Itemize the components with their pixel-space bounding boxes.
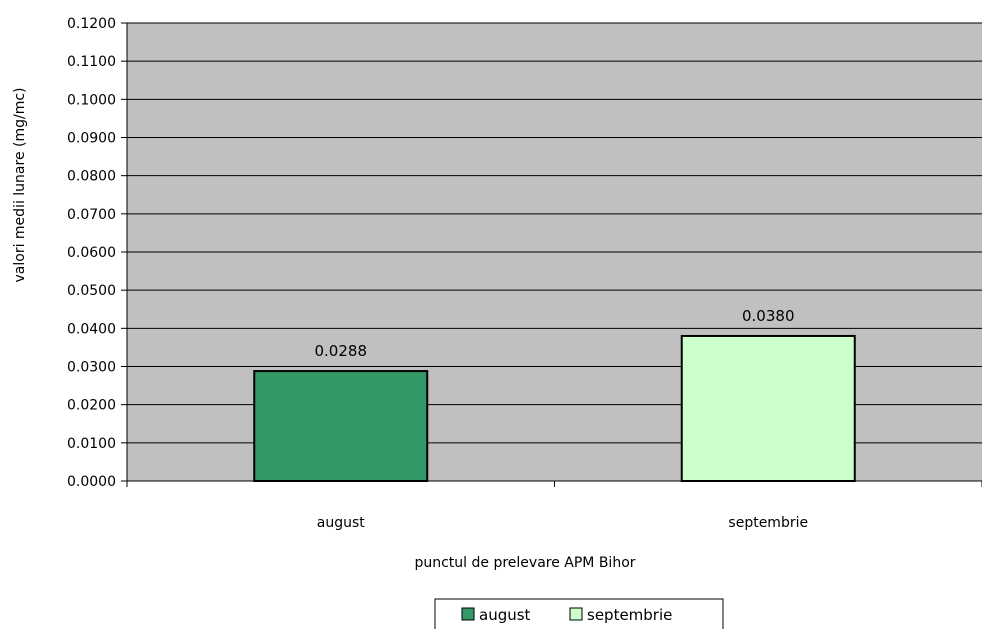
- y-tick-label: 0.0800: [67, 169, 116, 185]
- y-tick-label: 0.0300: [67, 360, 116, 376]
- legend: august septembrie: [434, 598, 724, 629]
- x-axis: august septembrie: [126, 480, 982, 531]
- y-tick-label: 0.1100: [67, 54, 116, 70]
- y-tick-label: 0.0700: [67, 207, 116, 223]
- y-tick-label: 0.0900: [67, 131, 116, 147]
- y-tick-label: 0.0500: [67, 283, 116, 299]
- legend-swatch: [569, 607, 583, 621]
- data-label: 0.0288: [315, 342, 368, 360]
- legend-label: august: [479, 606, 531, 624]
- y-axis: 0.0000 0.0100 0.0200 0.0300 0.0400 0.0500 0.06…: [67, 16, 128, 490]
- y-tick-label: 0.0600: [67, 245, 116, 261]
- bars: 0.0288 0.0380: [253, 307, 856, 483]
- y-tick-label: 0.0200: [67, 398, 116, 414]
- bar-septembrie: [680, 334, 856, 483]
- bar-august: [253, 370, 429, 482]
- x-tick-label: septembrie: [728, 515, 808, 531]
- legend-swatch: [461, 607, 475, 621]
- y-tick-label: 0.0000: [67, 474, 116, 490]
- data-label: 0.0380: [742, 307, 795, 325]
- y-axis-title: valori medii lunare (mg/mc): [12, 87, 28, 282]
- y-tick-label: 0.1000: [67, 92, 116, 108]
- x-tick-label: august: [317, 515, 366, 531]
- y-tick-label: 0.0100: [67, 436, 116, 452]
- y-tick-label: 0.1200: [67, 16, 116, 32]
- x-axis-title: punctul de prelevare APM Bihor: [414, 555, 635, 571]
- y-tick-label: 0.0400: [67, 321, 116, 337]
- legend-label: septembrie: [587, 606, 672, 624]
